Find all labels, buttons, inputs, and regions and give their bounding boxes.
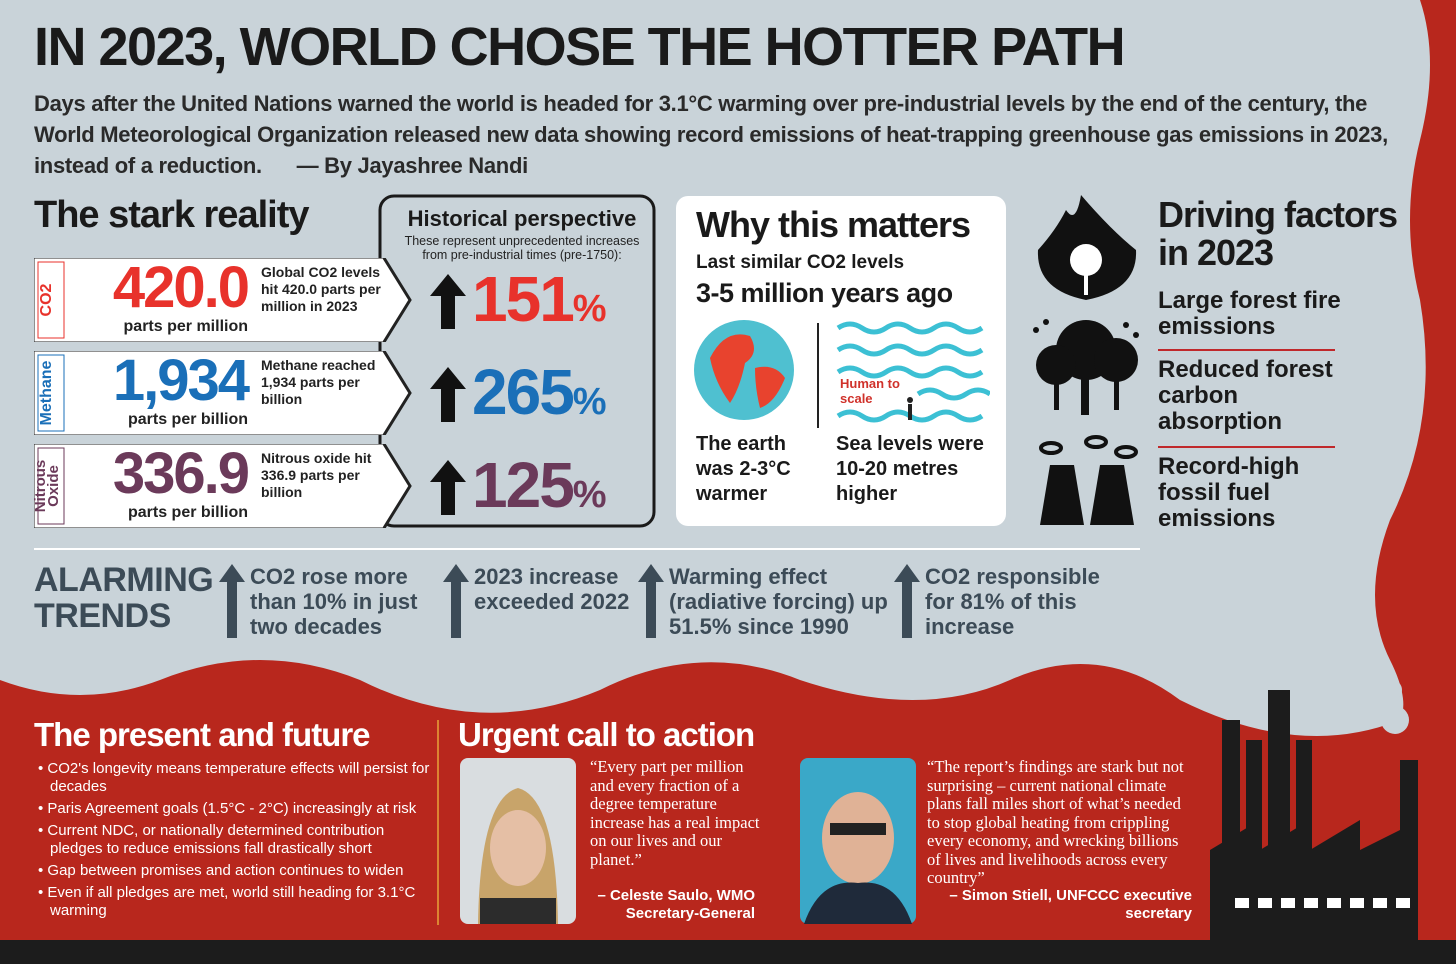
gas-value: 1,934 xyxy=(112,348,250,413)
increase-unit: % xyxy=(572,474,607,516)
period: 3-5 million years ago xyxy=(696,278,953,308)
increase: 125% xyxy=(472,448,607,522)
title: IN 2023, WORLD CHOSE THE HOTTER PATH xyxy=(34,17,1126,77)
bullet-text: CO2's longevity means temperature effect… xyxy=(47,760,430,795)
factor-icons xyxy=(1033,195,1139,525)
increase: 265% xyxy=(472,355,607,429)
gas-note: Nitrous oxide hit 336.9 parts per billio… xyxy=(261,450,372,500)
gas-label: Nitrous Oxide xyxy=(32,459,62,513)
gas-unit: parts per billion xyxy=(127,504,248,521)
section-title: Historical perspective xyxy=(407,206,637,231)
trend-arrow xyxy=(443,564,469,638)
gas-note: Global CO2 levels hit 420.0 parts per mi… xyxy=(261,264,381,314)
arrow-icon xyxy=(430,460,466,515)
bullets: • CO2's longevity means temperature effe… xyxy=(34,760,430,924)
subtitle: Last similar CO2 levels xyxy=(696,252,905,273)
gas-label: CO2 xyxy=(38,283,55,317)
why-icons xyxy=(694,320,990,428)
factor: Record-high fossil fuel emissions xyxy=(1158,453,1300,532)
bullet: • Paris Agreement goals (1.5°C - 2°C) in… xyxy=(38,800,417,817)
section-title: Why this matters xyxy=(696,204,971,245)
quote: “Every part per million and every fracti… xyxy=(590,757,760,869)
bullet-text: Current NDC, or nationally determined co… xyxy=(47,822,385,857)
gas-value: 336.9 xyxy=(112,441,250,506)
subtitle: These represent unprecedented increases … xyxy=(404,234,640,262)
trend-arrow xyxy=(638,564,664,638)
factor: Reduced forest carbon absorption xyxy=(1158,356,1333,435)
gas-unit: parts per billion xyxy=(127,411,248,428)
intro: Days after the United Nations warned the… xyxy=(34,88,1414,181)
increase-unit: % xyxy=(572,288,607,330)
gas-label: Methane xyxy=(38,360,55,426)
section-title: Urgent call to action xyxy=(458,716,755,753)
bullet: • Even if all pledges are met, world sti… xyxy=(38,884,416,919)
increase-value: 151 xyxy=(472,263,575,335)
trend-arrow xyxy=(894,564,920,638)
photo xyxy=(460,758,576,924)
intro-text: Days after the United Nations warned the… xyxy=(34,91,1388,178)
photo xyxy=(800,758,916,924)
bullet: • CO2's longevity means temperature effe… xyxy=(38,760,430,795)
increase: 151% xyxy=(472,262,607,336)
bullet-text: Even if all pledges are met, world still… xyxy=(47,884,416,919)
section-title: ALARMING TRENDS xyxy=(34,561,214,635)
gas-value: 420.0 xyxy=(112,255,250,320)
arrow-icon xyxy=(430,367,466,422)
gas-box xyxy=(34,351,412,435)
fact: Sea levels were 10-20 metres higher xyxy=(836,433,984,505)
bullet-text: Gap between promises and action continue… xyxy=(47,862,404,879)
increase-value: 125 xyxy=(472,449,575,521)
gas-unit: parts per million xyxy=(123,318,248,335)
fact: The earth was 2-3°C warmer xyxy=(696,433,791,505)
bullet: • Current NDC, or nationally determined … xyxy=(38,822,385,857)
bullet-text: Paris Agreement goals (1.5°C - 2°C) incr… xyxy=(47,800,417,817)
byline: — By Jayashree Nandi xyxy=(296,153,529,178)
section-title: The stark reality xyxy=(34,194,309,236)
section-title: Driving factors in 2023 xyxy=(1158,194,1398,273)
trend: Warming effect (radiative forcing) up 51… xyxy=(669,564,888,639)
trend: 2023 increase exceeded 2022 xyxy=(474,564,630,614)
quote-author: – Simon Stiell, UNFCCC executive secreta… xyxy=(949,887,1192,922)
annotation: Human to scale xyxy=(840,376,900,406)
trend-arrow xyxy=(219,564,245,638)
factor: Large forest fire emissions xyxy=(1158,287,1341,340)
quote-author: – Celeste Saulo, WMO Secretary-General xyxy=(597,887,755,922)
quote: “The report’s findings are stark but not… xyxy=(927,757,1184,887)
trend: CO2 responsible for 81% of this increase xyxy=(925,564,1100,639)
arrow-icon xyxy=(430,274,466,329)
gas-note: Methane reached 1,934 parts per billion xyxy=(261,357,376,407)
gas-box xyxy=(34,258,412,342)
increase-value: 265 xyxy=(472,356,575,428)
increase-unit: % xyxy=(572,381,607,423)
trend: CO2 rose more than 10% in just two decad… xyxy=(250,564,418,639)
bullet: • Gap between promises and action contin… xyxy=(38,862,404,879)
section-title: The present and future xyxy=(34,716,371,753)
gas-box xyxy=(34,444,412,528)
